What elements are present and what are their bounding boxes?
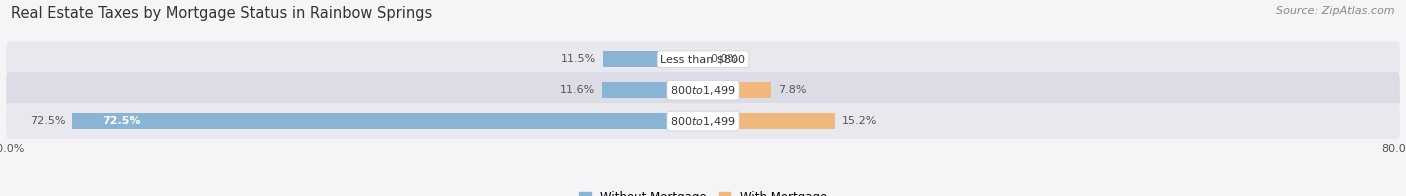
Legend: Without Mortgage, With Mortgage: Without Mortgage, With Mortgage (574, 186, 832, 196)
FancyBboxPatch shape (6, 103, 1400, 139)
FancyBboxPatch shape (6, 41, 1400, 77)
Text: 0.0%: 0.0% (710, 54, 738, 64)
Text: 72.5%: 72.5% (103, 116, 141, 126)
Bar (72, 113, 703, 129)
Bar (703, 82, 770, 98)
Text: 72.5%: 72.5% (30, 116, 65, 126)
Text: $800 to $1,499: $800 to $1,499 (671, 114, 735, 128)
Text: 7.8%: 7.8% (778, 85, 806, 95)
Bar (703, 113, 835, 129)
Text: $800 to $1,499: $800 to $1,499 (671, 84, 735, 97)
Text: Less than $800: Less than $800 (661, 54, 745, 64)
Bar (602, 82, 703, 98)
FancyBboxPatch shape (6, 72, 1400, 108)
Text: 15.2%: 15.2% (842, 116, 877, 126)
Text: Real Estate Taxes by Mortgage Status in Rainbow Springs: Real Estate Taxes by Mortgage Status in … (11, 6, 433, 21)
Text: Source: ZipAtlas.com: Source: ZipAtlas.com (1277, 6, 1395, 16)
Text: 11.6%: 11.6% (560, 85, 595, 95)
Text: 11.5%: 11.5% (561, 54, 596, 64)
Bar (603, 51, 703, 67)
